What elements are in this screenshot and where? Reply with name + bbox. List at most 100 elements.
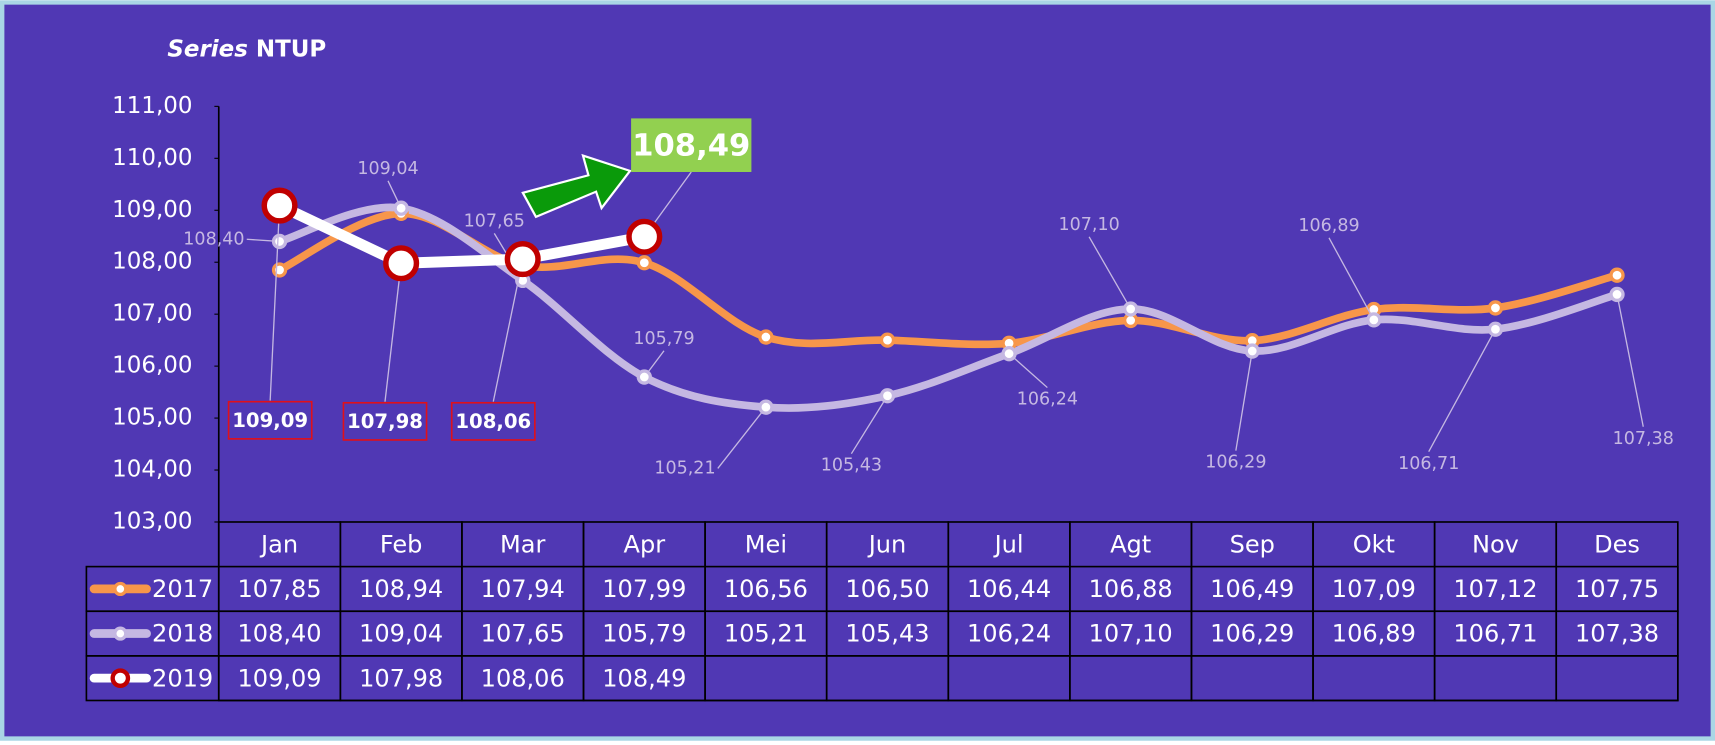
- x-tick-label: Mei: [745, 530, 787, 558]
- marker: [758, 329, 774, 345]
- table-value: 107,38: [1575, 620, 1659, 648]
- marker: [1244, 343, 1260, 359]
- label-box: [342, 401, 428, 441]
- data-label: 109,04: [357, 159, 418, 179]
- callout-box: [631, 118, 752, 172]
- leader-line: [1235, 350, 1253, 451]
- marker: [1001, 346, 1017, 362]
- y-tick-label: 106,00: [112, 353, 192, 379]
- table-value: 106,29: [1210, 620, 1294, 648]
- marker: [1487, 300, 1504, 316]
- marker: [879, 332, 896, 348]
- data-label: 108,40: [183, 229, 244, 249]
- leader-line: [1616, 294, 1644, 427]
- marker: [1123, 301, 1139, 317]
- callout-label: 108,49: [632, 128, 750, 163]
- data-label: 106,29: [1205, 453, 1266, 473]
- marker: [393, 200, 409, 216]
- x-tick-label: Feb: [380, 530, 423, 558]
- table-value: 106,56: [724, 575, 808, 603]
- table-value: 109,09: [237, 664, 321, 692]
- table-value: 108,94: [359, 575, 443, 603]
- data-label: 108,06: [455, 410, 531, 433]
- legend-label: 2018: [152, 620, 213, 648]
- marker: [271, 233, 288, 250]
- table-value: 107,09: [1332, 575, 1416, 603]
- data-label: 105,43: [821, 456, 882, 476]
- marker: [504, 241, 541, 278]
- table-value: 106,44: [967, 575, 1051, 603]
- data-label: 107,65: [464, 211, 525, 231]
- table-value: 109,04: [359, 620, 443, 648]
- marker: [879, 388, 896, 404]
- table-value: 105,79: [602, 620, 686, 648]
- marker: [626, 218, 663, 255]
- data-label: 105,79: [633, 329, 694, 349]
- table-value: 108,06: [481, 664, 565, 692]
- marker: [758, 399, 774, 415]
- label-box: [450, 401, 536, 441]
- table-value: 107,75: [1575, 575, 1659, 603]
- table-value: 105,21: [724, 620, 808, 648]
- x-tick-label: Okt: [1353, 530, 1395, 558]
- x-tick-label: Jan: [259, 530, 298, 558]
- data-label: 106,89: [1298, 216, 1359, 236]
- marker: [636, 369, 652, 385]
- y-tick-label: 103,00: [112, 508, 192, 534]
- legend-marker: [110, 668, 131, 689]
- label-box: [227, 400, 313, 440]
- x-tick-label: Jun: [867, 530, 907, 558]
- leader-line: [492, 258, 524, 402]
- table-value: 107,65: [481, 620, 565, 648]
- series-line: [278, 203, 1619, 412]
- table-value: 108,40: [237, 620, 321, 648]
- marker: [271, 262, 288, 278]
- y-tick-label: 110,00: [112, 145, 192, 171]
- y-tick-label: 109,00: [112, 197, 192, 223]
- series-line: [277, 200, 646, 269]
- y-tick-label: 105,00: [112, 405, 192, 431]
- leader-line: [717, 406, 767, 469]
- marker: [383, 245, 420, 282]
- data-label: 109,09: [232, 409, 308, 432]
- table-value: 105,43: [845, 620, 929, 648]
- trend-arrow: [521, 153, 632, 219]
- y-tick-label: 104,00: [112, 457, 192, 483]
- x-tick-label: Jul: [993, 530, 1024, 558]
- table-value: 107,94: [481, 575, 565, 603]
- marker: [1366, 312, 1382, 328]
- x-tick-label: Apr: [624, 530, 666, 558]
- legend-label: 2019: [152, 664, 213, 692]
- y-tick-label: 108,00: [112, 249, 192, 275]
- table-row: [85, 655, 1679, 702]
- leader-line: [1328, 237, 1375, 321]
- chart-title: Series NTUP: [167, 36, 326, 62]
- legend-marker: [113, 581, 128, 597]
- marker: [1609, 267, 1625, 283]
- title-prefix: Series: [167, 36, 248, 62]
- table-value: 106,71: [1453, 620, 1537, 648]
- leader-line: [269, 205, 281, 401]
- data-label: 107,98: [347, 410, 423, 433]
- x-tick-label: Sep: [1230, 530, 1275, 558]
- x-tick-label: Mar: [500, 530, 545, 558]
- table-value: 107,10: [1089, 620, 1173, 648]
- table-value: 107,98: [359, 664, 443, 692]
- data-label: 105,21: [654, 458, 715, 478]
- marker: [1609, 286, 1625, 303]
- marker: [261, 187, 298, 224]
- table-value: 107,85: [237, 575, 321, 603]
- leader-line: [1428, 328, 1497, 453]
- y-tick-label: 111,00: [112, 93, 192, 119]
- marker: [1487, 321, 1504, 337]
- y-tick-label: 107,00: [112, 301, 192, 327]
- leader-line: [850, 395, 889, 455]
- x-tick-label: Agt: [1110, 530, 1151, 558]
- table-value: 106,49: [1210, 575, 1294, 603]
- table-value: 106,88: [1089, 575, 1173, 603]
- data-label: 106,24: [1017, 390, 1078, 410]
- legend-label: 2017: [152, 575, 213, 603]
- marker: [636, 255, 652, 271]
